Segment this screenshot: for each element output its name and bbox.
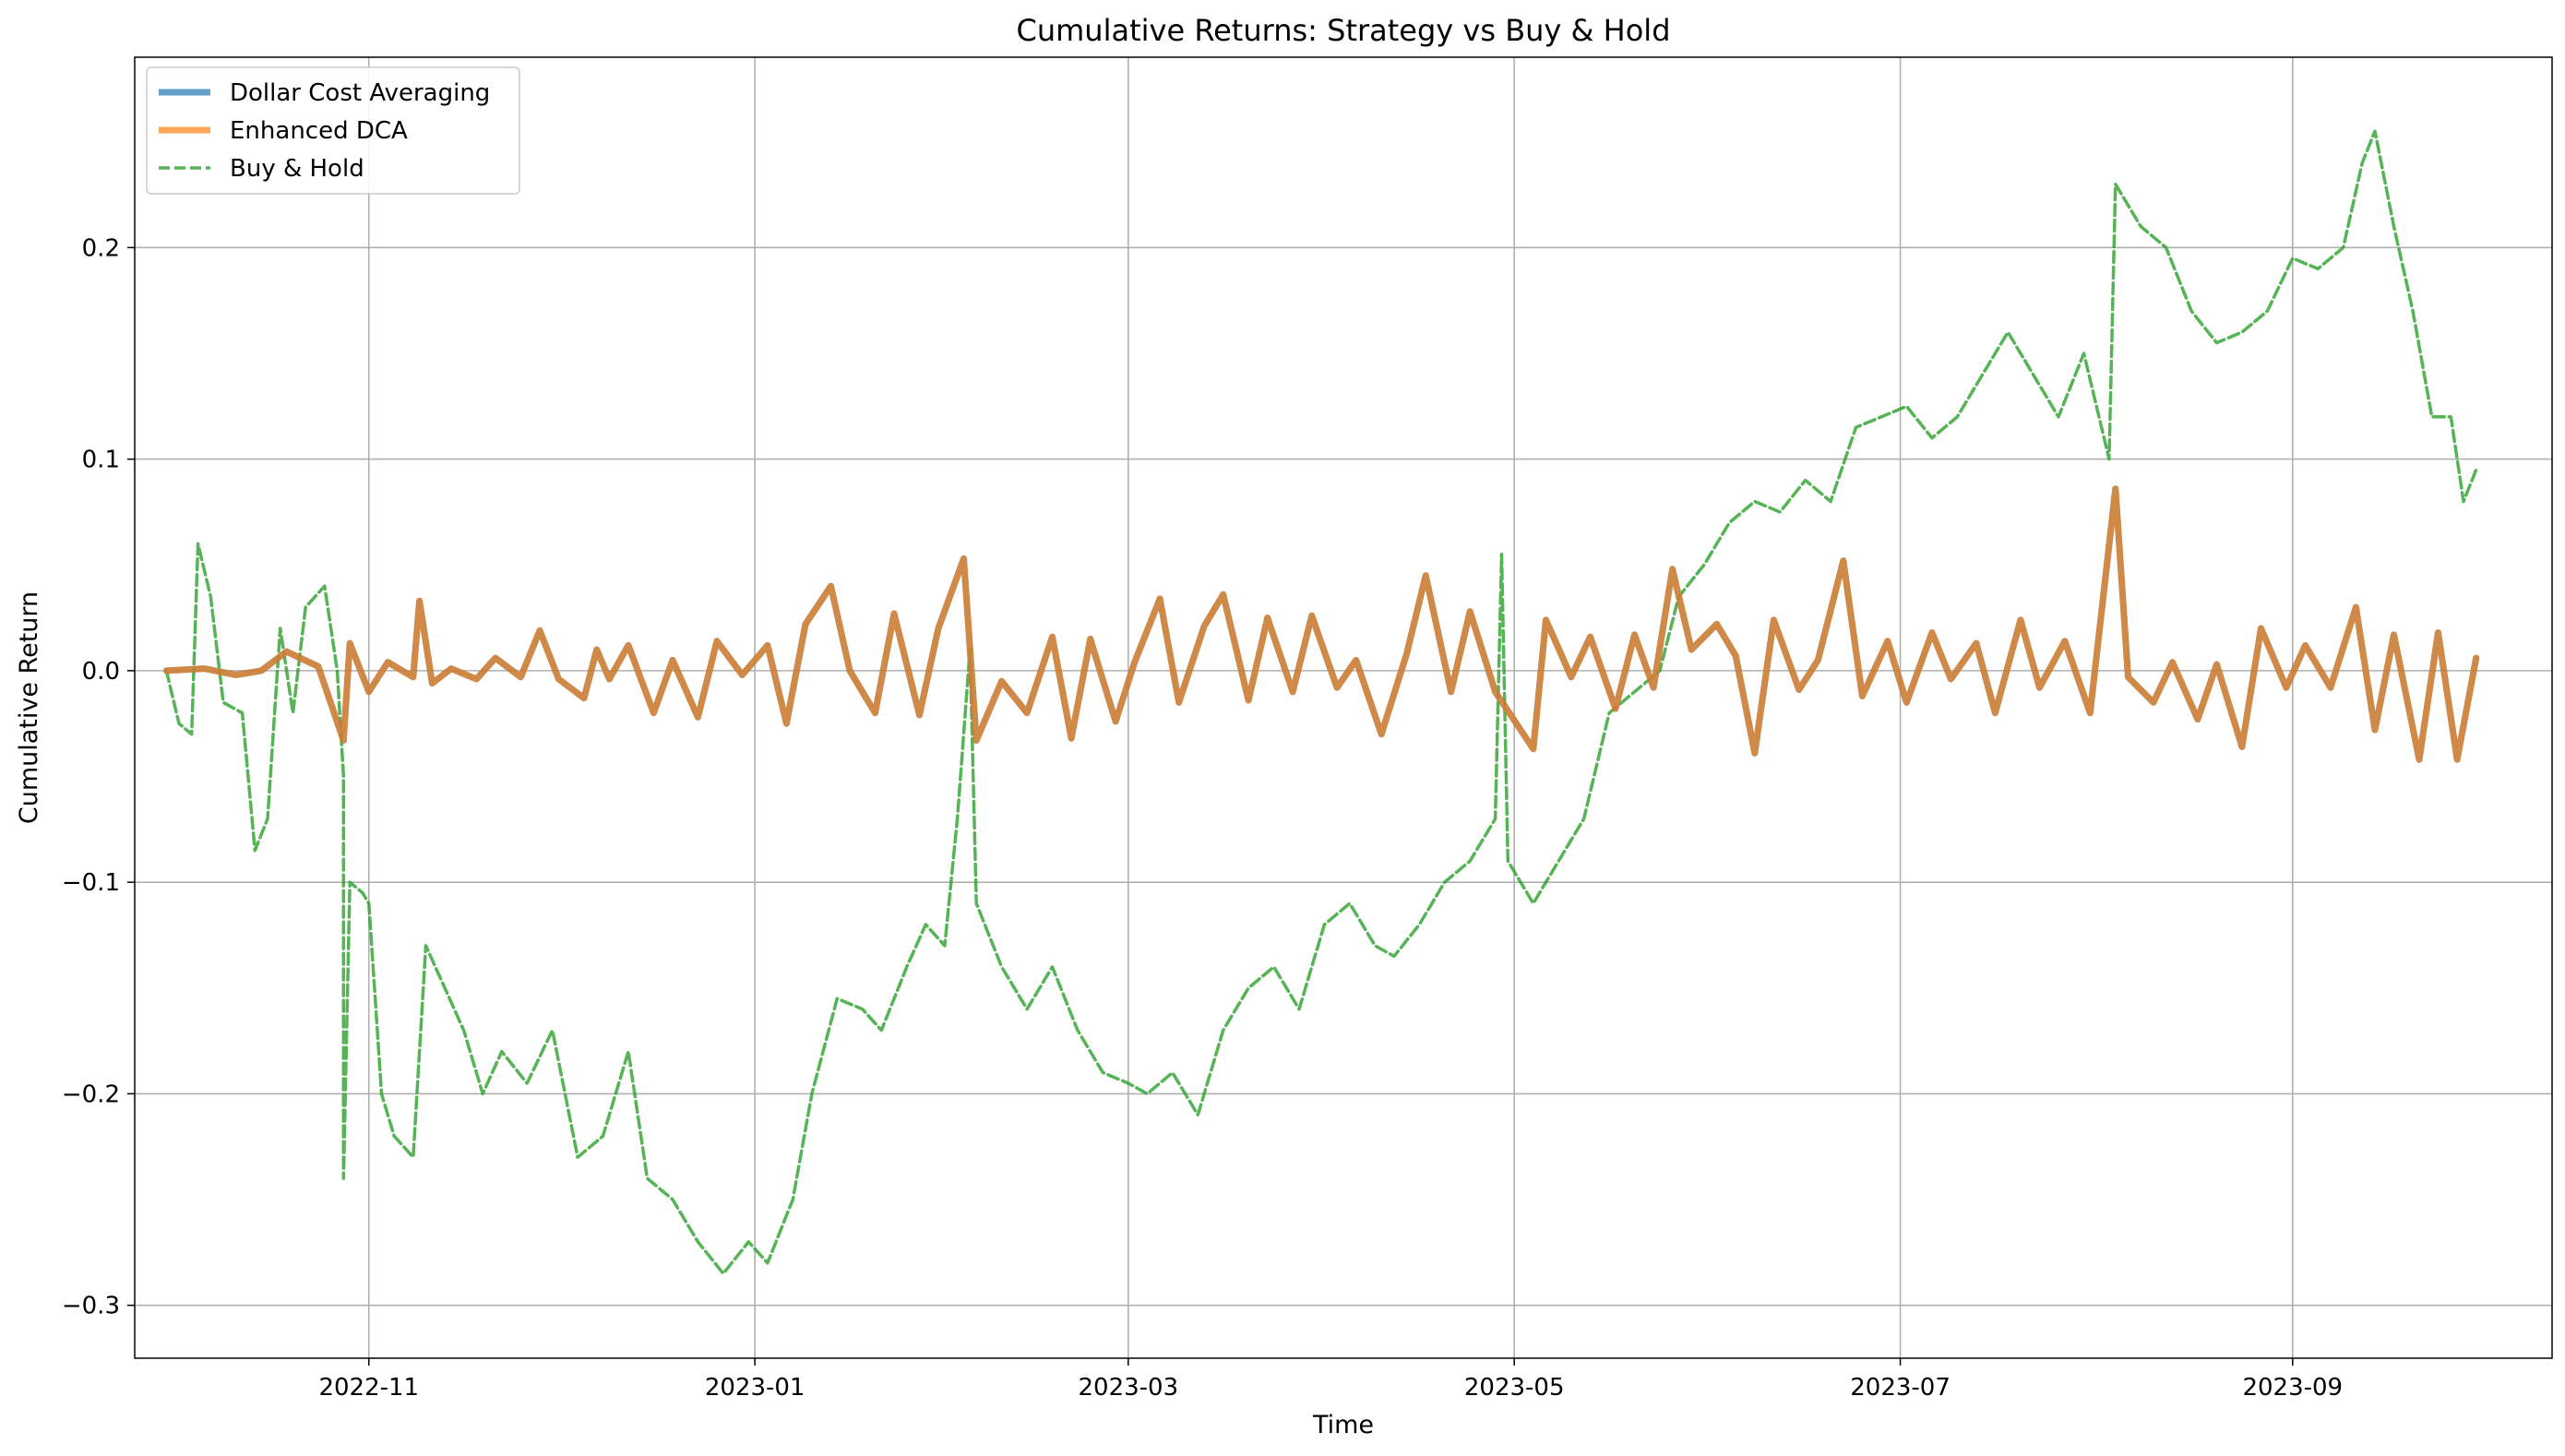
x-tick-label: 2022-11 xyxy=(318,1374,419,1402)
series-line-buy-hold xyxy=(164,129,2478,1276)
series-line-dollar-cost-averaging xyxy=(162,485,2480,763)
x-tick-label: 2023-07 xyxy=(1850,1374,1951,1402)
legend: Dollar Cost Averaging Enhanced DCA Buy &… xyxy=(146,66,520,195)
y-tick-label: 0.0 xyxy=(82,658,120,686)
y-axis: −0.3 −0.2 −0.1 0.0 0.1 0.2 xyxy=(62,234,135,1320)
y-axis-title: Cumulative Return xyxy=(15,591,43,824)
x-axis: 2022-11 2023-01 2023-03 2023-05 2023-07 2023-… xyxy=(318,1358,2343,1402)
x-tick-label: 2023-01 xyxy=(705,1374,805,1402)
x-axis-title: Time xyxy=(1312,1411,1374,1439)
legend-label-enhanced-dca: Enhanced DCA xyxy=(230,117,408,145)
x-tick-label: 2023-05 xyxy=(1464,1374,1565,1402)
chart-title: Cumulative Returns: Strategy vs Buy & Ho… xyxy=(1017,13,1671,48)
legend-label-buy-hold: Buy & Hold xyxy=(230,155,364,183)
y-tick-label: −0.3 xyxy=(62,1293,120,1320)
y-tick-label: −0.1 xyxy=(62,869,120,897)
series-line-enhanced-dca xyxy=(162,485,2480,763)
legend-label-dca: Dollar Cost Averaging xyxy=(230,79,490,107)
x-tick-label: 2023-03 xyxy=(1078,1374,1178,1402)
x-tick-label: 2023-09 xyxy=(2242,1374,2343,1402)
y-tick-label: 0.2 xyxy=(82,234,120,262)
series-layer xyxy=(162,129,2480,1276)
y-tick-label: 0.1 xyxy=(82,447,120,474)
y-tick-label: −0.2 xyxy=(62,1080,120,1108)
plot-frame xyxy=(134,56,2553,1359)
legend-box xyxy=(146,66,520,195)
grid-lines xyxy=(135,57,2552,1358)
